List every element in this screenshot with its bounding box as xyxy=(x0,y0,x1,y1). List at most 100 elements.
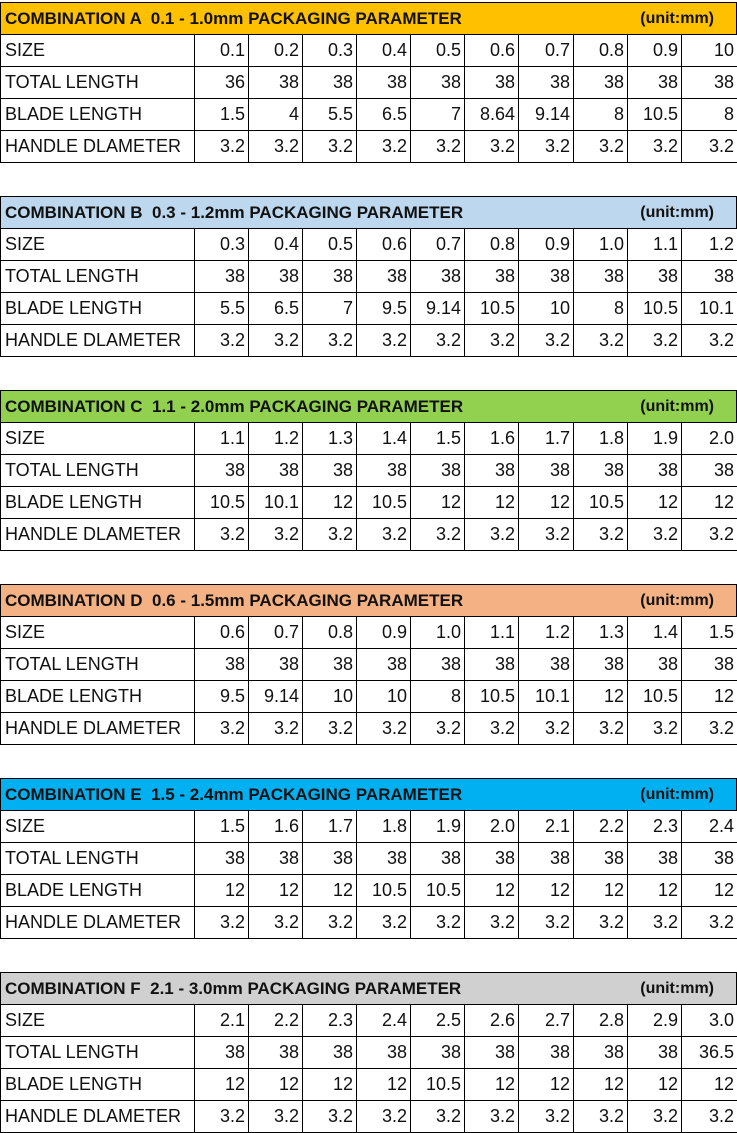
blade-length-value: 9.14 xyxy=(518,98,574,131)
size-value: 0.8 xyxy=(573,34,628,67)
total-length-label: TOTAL LENGTH xyxy=(0,454,195,487)
handle-diameter-value: 3.2 xyxy=(627,518,682,551)
total-length-value: 38 xyxy=(573,648,628,681)
handle-diameter-value: 3.2 xyxy=(248,906,303,939)
blade-length-label: BLADE LENGTH xyxy=(0,1068,195,1101)
total-length-value: 36 xyxy=(194,66,249,99)
size-value: 2.0 xyxy=(681,422,737,455)
blade-length-value: 12 xyxy=(518,486,574,519)
handle-diameter-value: 3.2 xyxy=(356,130,411,163)
total-length-value: 38 xyxy=(627,842,682,875)
total-length-value: 38 xyxy=(302,842,357,875)
size-label: SIZE xyxy=(0,616,195,649)
total-length-value: 38 xyxy=(518,454,574,487)
total-length-value: 38 xyxy=(410,1036,465,1069)
blade-length-row: BLADE LENGTH 12 12 12 12 10.5 12 12 12 12 12 xyxy=(0,1068,737,1101)
blade-length-value: 12 xyxy=(681,680,737,713)
blade-length-label: BLADE LENGTH xyxy=(0,486,195,519)
size-value: 1.8 xyxy=(573,422,628,455)
combination-d-header: COMBINATION D 0.6 - 1.5mm PACKAGING PARA… xyxy=(0,584,737,616)
total-length-value: 38 xyxy=(573,842,628,875)
size-value: 2.3 xyxy=(302,1004,357,1037)
combination-f-table: SIZE 2.1 2.2 2.3 2.4 2.5 2.6 2.7 2.8 2.9 3.0 TOTAL … xyxy=(0,1004,737,1133)
total-length-row: TOTAL LENGTH 38 38 38 38 38 38 38 38 38 38 xyxy=(0,842,737,875)
total-length-value: 38 xyxy=(518,842,574,875)
size-label: SIZE xyxy=(0,1004,195,1037)
size-value: 1.0 xyxy=(573,228,628,261)
handle-diameter-value: 3.2 xyxy=(302,130,357,163)
size-value: 0.7 xyxy=(248,616,303,649)
total-length-value: 38 xyxy=(573,260,628,293)
total-length-value: 38 xyxy=(194,842,249,875)
blade-length-value: 12 xyxy=(464,1068,519,1101)
size-value: 0.5 xyxy=(410,34,465,67)
total-length-value: 38 xyxy=(627,1036,682,1069)
handle-diameter-value: 3.2 xyxy=(248,324,303,357)
handle-diameter-value: 3.2 xyxy=(627,906,682,939)
total-length-value: 38 xyxy=(248,260,303,293)
total-length-label: TOTAL LENGTH xyxy=(0,260,195,293)
blade-length-label: BLADE LENGTH xyxy=(0,98,195,131)
total-length-value: 38 xyxy=(356,1036,411,1069)
blade-length-label: BLADE LENGTH xyxy=(0,874,195,907)
handle-diameter-value: 3.2 xyxy=(681,324,737,357)
size-value: 0.6 xyxy=(464,34,519,67)
size-value: 1.9 xyxy=(627,422,682,455)
handle-diameter-value: 3.2 xyxy=(302,712,357,745)
size-value: 0.2 xyxy=(248,34,303,67)
size-row: SIZE 1.1 1.2 1.3 1.4 1.5 1.6 1.7 1.8 1.9 2.0 xyxy=(0,422,737,455)
handle-diameter-value: 3.2 xyxy=(356,518,411,551)
unit-label: (unit:mm) xyxy=(640,398,714,415)
handle-diameter-value: 3.2 xyxy=(302,1100,357,1133)
handle-diameter-value: 3.2 xyxy=(681,130,737,163)
total-length-value: 38 xyxy=(518,260,574,293)
blade-length-row: BLADE LENGTH 12 12 12 10.5 10.5 12 12 12 12 12 xyxy=(0,874,737,907)
blade-length-value: 10.5 xyxy=(627,680,682,713)
total-length-value: 38 xyxy=(248,66,303,99)
handle-diameter-value: 3.2 xyxy=(410,712,465,745)
handle-diameter-label: HANDLE DLAMETER xyxy=(0,712,195,745)
size-value: 2.1 xyxy=(518,810,574,843)
combination-b-block: COMBINATION B 0.3 - 1.2mm PACKAGING PARA… xyxy=(0,196,737,357)
size-row: SIZE 0.3 0.4 0.5 0.6 0.7 0.8 0.9 1.0 1.1 1.2 xyxy=(0,228,737,261)
total-length-value: 38 xyxy=(302,1036,357,1069)
total-length-value: 38 xyxy=(410,454,465,487)
total-length-value: 38 xyxy=(681,842,737,875)
blade-length-value: 12 xyxy=(302,1068,357,1101)
size-value: 1.7 xyxy=(302,810,357,843)
handle-diameter-value: 3.2 xyxy=(194,518,249,551)
total-length-value: 38 xyxy=(464,1036,519,1069)
combination-a-block: COMBINATION A 0.1 - 1.0mm PACKAGING PARA… xyxy=(0,2,737,163)
handle-diameter-row: HANDLE DLAMETER 3.2 3.2 3.2 3.2 3.2 3.2 3.2 3.2 3… xyxy=(0,906,737,939)
total-length-value: 38 xyxy=(194,260,249,293)
total-length-value: 38 xyxy=(356,842,411,875)
size-label: SIZE xyxy=(0,422,195,455)
size-value: 1.3 xyxy=(573,616,628,649)
size-value: 0.8 xyxy=(464,228,519,261)
blade-length-value: 10.5 xyxy=(356,874,411,907)
size-value: 10 xyxy=(681,34,737,67)
blade-length-value: 12 xyxy=(627,874,682,907)
size-value: 1.7 xyxy=(518,422,574,455)
blade-length-value: 12 xyxy=(681,486,737,519)
handle-diameter-value: 3.2 xyxy=(356,324,411,357)
size-row: SIZE 0.6 0.7 0.8 0.9 1.0 1.1 1.2 1.3 1.4 1.5 xyxy=(0,616,737,649)
handle-diameter-row: HANDLE DLAMETER 3.2 3.2 3.2 3.2 3.2 3.2 3.2 3.2 3… xyxy=(0,518,737,551)
blade-length-label: BLADE LENGTH xyxy=(0,292,195,325)
size-value: 1.5 xyxy=(194,810,249,843)
blade-length-value: 10 xyxy=(356,680,411,713)
size-value: 1.3 xyxy=(302,422,357,455)
size-value: 2.7 xyxy=(518,1004,574,1037)
total-length-value: 38 xyxy=(681,66,737,99)
total-length-value: 38 xyxy=(410,66,465,99)
size-value: 0.9 xyxy=(356,616,411,649)
blade-length-label: BLADE LENGTH xyxy=(0,680,195,713)
combination-d-title: COMBINATION D 0.6 - 1.5mm PACKAGING PARA… xyxy=(5,591,464,610)
handle-diameter-value: 3.2 xyxy=(194,906,249,939)
total-length-row: TOTAL LENGTH 36 38 38 38 38 38 38 38 38 38 xyxy=(0,66,737,99)
blade-length-value: 9.5 xyxy=(356,292,411,325)
handle-diameter-value: 3.2 xyxy=(464,130,519,163)
size-value: 2.5 xyxy=(410,1004,465,1037)
handle-diameter-row: HANDLE DLAMETER 3.2 3.2 3.2 3.2 3.2 3.2 3.2 3.2 3… xyxy=(0,1100,737,1133)
handle-diameter-value: 3.2 xyxy=(410,906,465,939)
